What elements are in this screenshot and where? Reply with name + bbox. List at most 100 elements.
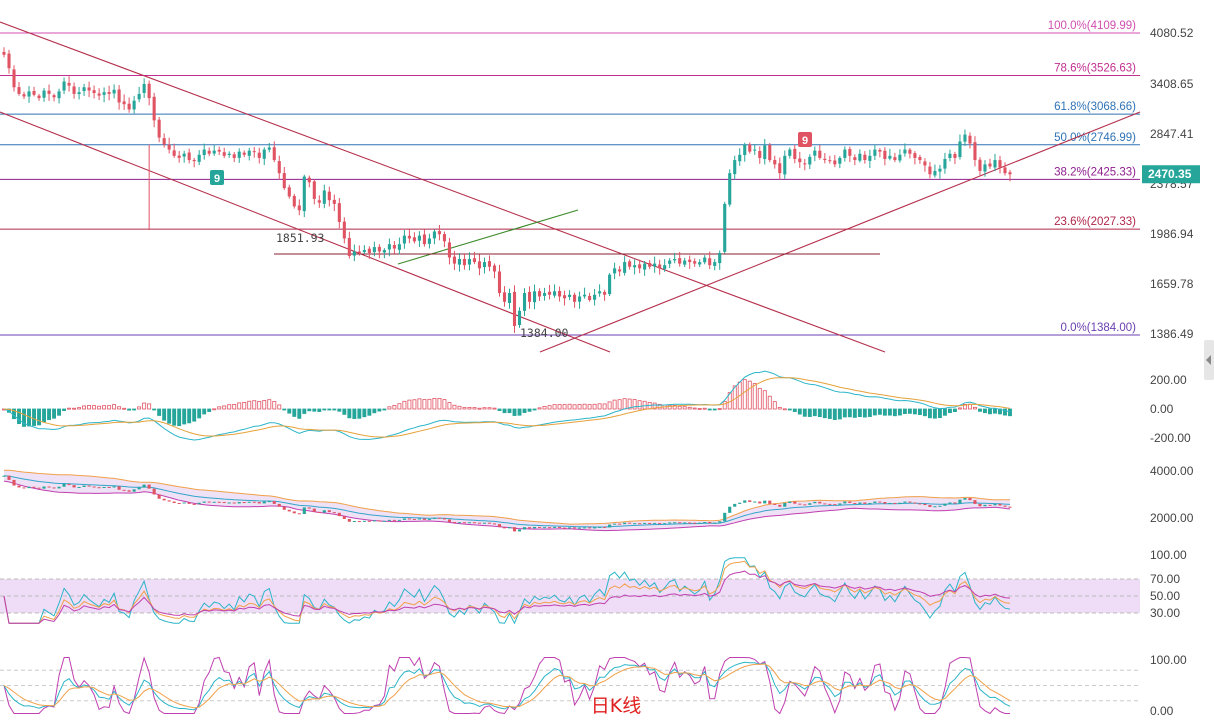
macd-histogram-bar bbox=[912, 408, 917, 415]
macd-histogram-bar bbox=[752, 383, 757, 410]
macd-histogram-bar bbox=[607, 401, 612, 410]
bollinger-candle bbox=[823, 503, 827, 505]
macd-histogram-bar bbox=[272, 401, 277, 410]
macd-histogram-bar bbox=[587, 404, 592, 410]
bollinger-candle bbox=[172, 501, 176, 503]
bollinger-candle bbox=[773, 503, 777, 505]
bollinger-candle bbox=[703, 521, 707, 523]
macd-histogram-bar bbox=[67, 407, 72, 410]
candle-body bbox=[332, 199, 336, 204]
candle-body bbox=[387, 244, 391, 250]
candle-body bbox=[948, 153, 952, 158]
bollinger-candle bbox=[678, 522, 682, 524]
fib-level-label: 50.0%(2746.99) bbox=[1054, 132, 1136, 144]
macd-histogram-bar bbox=[922, 408, 927, 417]
macd-histogram-bar bbox=[222, 405, 227, 410]
panel-resize-handle[interactable] bbox=[1204, 340, 1214, 380]
macd-histogram-bar bbox=[502, 408, 507, 414]
bollinger-lower-line bbox=[3, 480, 1011, 532]
macd-histogram-bar bbox=[437, 398, 442, 410]
bollinger-candle bbox=[332, 512, 336, 514]
macd-histogram-bar bbox=[287, 408, 292, 414]
bollinger-candle bbox=[983, 504, 987, 507]
candle-body bbox=[552, 291, 557, 296]
kdj-tick-label: 100.00 bbox=[1150, 653, 1187, 667]
bollinger-candle bbox=[1003, 505, 1007, 507]
macd-histogram-bar bbox=[167, 408, 172, 424]
bollinger-candle bbox=[342, 516, 346, 519]
macd-histogram-bar bbox=[102, 405, 107, 410]
macd-histogram-bar bbox=[862, 408, 867, 418]
macd-histogram-bar bbox=[277, 404, 282, 410]
macd-histogram-bar bbox=[897, 408, 902, 416]
macd-histogram-bar bbox=[562, 404, 567, 410]
candle-body bbox=[878, 149, 882, 152]
candle-body bbox=[738, 154, 742, 162]
candle-body bbox=[142, 83, 146, 93]
candle-body bbox=[613, 268, 617, 274]
macd-histogram-bar bbox=[347, 408, 352, 419]
bollinger-candle bbox=[462, 522, 467, 524]
bollinger-candle bbox=[242, 502, 246, 504]
macd-histogram-bar bbox=[927, 408, 932, 419]
bollinger-candle bbox=[397, 519, 401, 521]
macd-histogram-bar bbox=[42, 408, 46, 423]
bollinger-candle bbox=[282, 506, 286, 510]
macd-histogram-bar bbox=[1008, 408, 1012, 417]
candle-body bbox=[733, 160, 737, 175]
macd-histogram-bar bbox=[197, 408, 202, 419]
bollinger-candle bbox=[808, 503, 812, 505]
candle-body bbox=[888, 155, 892, 159]
macd-histogram-bar bbox=[82, 405, 87, 410]
macd-histogram-bar bbox=[797, 408, 802, 415]
bollinger-candle bbox=[768, 500, 772, 504]
macd-histogram-bar bbox=[882, 408, 887, 416]
bollinger-candle bbox=[563, 527, 567, 529]
bollinger-mid-line bbox=[3, 475, 1011, 528]
macd-histogram-bar bbox=[212, 408, 217, 411]
candle-body bbox=[127, 103, 131, 110]
bollinger-candle bbox=[97, 487, 101, 489]
macd-histogram-bar bbox=[402, 400, 407, 410]
candle-body bbox=[237, 151, 241, 158]
bollinger-candle bbox=[938, 505, 942, 507]
bollinger-candle bbox=[207, 501, 211, 503]
candle-body bbox=[858, 153, 862, 161]
bollinger-candle bbox=[988, 504, 992, 506]
macd-histogram-bar bbox=[547, 405, 552, 410]
macd-histogram-bar bbox=[237, 402, 242, 410]
bollinger-candle bbox=[723, 512, 727, 522]
candle-body bbox=[568, 294, 572, 297]
bollinger-candle bbox=[552, 526, 557, 528]
candle-body bbox=[522, 293, 527, 311]
candle-body bbox=[47, 90, 51, 94]
bollinger-candle bbox=[227, 502, 231, 504]
macd-histogram-bar bbox=[887, 408, 892, 416]
bollinger-candle bbox=[312, 508, 316, 512]
macd-histogram-bar bbox=[522, 408, 527, 413]
macd-histogram-bar bbox=[342, 408, 347, 415]
bollinger-candle bbox=[72, 485, 76, 488]
candle-body bbox=[537, 291, 542, 297]
macd-histogram-bar bbox=[377, 408, 382, 412]
macd-histogram-bar bbox=[262, 400, 267, 410]
candle-body bbox=[112, 89, 116, 94]
rsi-line bbox=[3, 560, 1011, 624]
macd-histogram-bar bbox=[247, 400, 252, 410]
bollinger-candle bbox=[187, 502, 191, 504]
candle-body bbox=[658, 264, 662, 269]
macd-histogram-bar bbox=[772, 401, 777, 410]
candle-body bbox=[72, 86, 76, 94]
bollinger-candle bbox=[573, 527, 577, 529]
macd-panel: 200.00 0.00 -200.00 bbox=[2, 370, 1191, 445]
candle-body bbox=[918, 157, 922, 161]
bollinger-candle bbox=[337, 512, 341, 517]
macd-histogram-bar bbox=[627, 398, 632, 410]
candle-body bbox=[177, 155, 181, 158]
macd-histogram-bar bbox=[672, 404, 677, 410]
macd-histogram-bar bbox=[152, 408, 157, 411]
macd-histogram-bar bbox=[983, 408, 987, 414]
macd-histogram-bar bbox=[62, 408, 67, 411]
macd-histogram-bar bbox=[202, 408, 207, 415]
